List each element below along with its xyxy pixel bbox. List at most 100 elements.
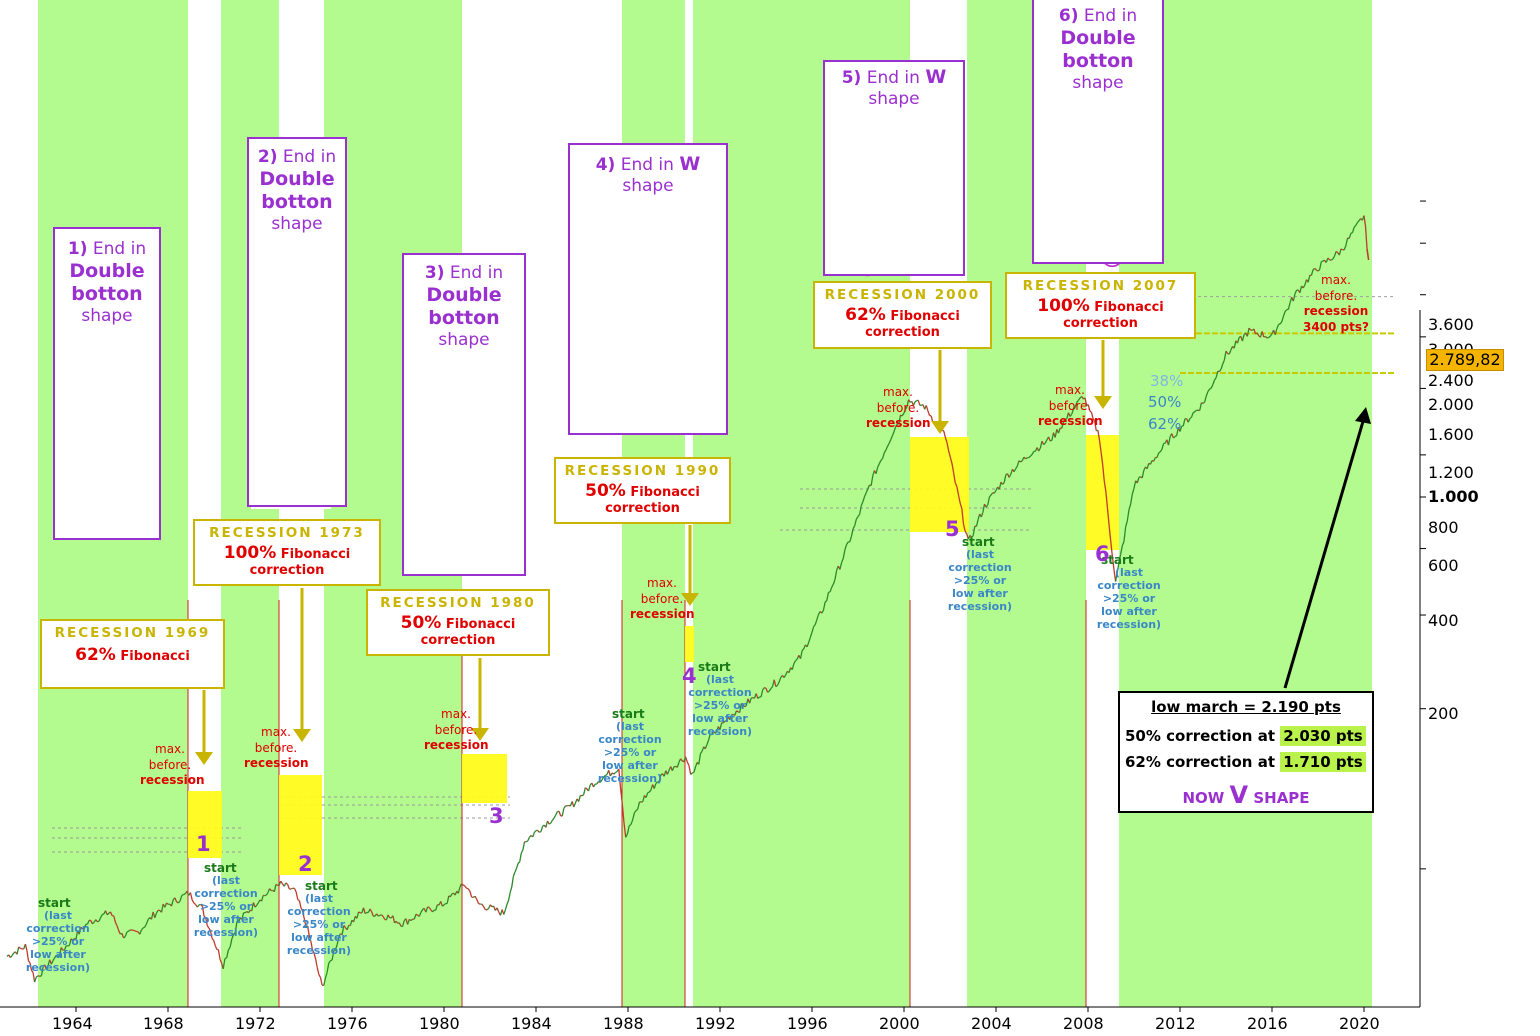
- price-segment: [1102, 464, 1105, 482]
- price-segment: [503, 909, 507, 915]
- recession-box-2000: RECESSION 2000 62% Fibonacci correction: [813, 281, 992, 349]
- note-line: recession): [25, 961, 91, 975]
- price-segment: [1008, 473, 1012, 478]
- price-segment: [1031, 451, 1035, 455]
- price-segment: [1321, 260, 1324, 263]
- price-segment: [775, 684, 778, 688]
- recession-line: recession: [1038, 414, 1103, 429]
- price-segment: [693, 766, 697, 773]
- price-segment: [509, 886, 513, 893]
- price-segment: [326, 962, 330, 973]
- low-march-box: low march = 2.190 pts 50% correction at …: [1118, 691, 1374, 813]
- price-segment: [319, 977, 323, 986]
- price-segment: [1020, 460, 1023, 463]
- y-tick: 1.000: [1428, 487, 1479, 506]
- price-segment: [63, 945, 67, 951]
- recession-highlight: [1086, 435, 1119, 550]
- shape-line2: W: [925, 66, 947, 88]
- shape-line4: shape: [81, 306, 133, 327]
- price-segment: [862, 496, 866, 502]
- price-segment: [1202, 401, 1206, 404]
- price-segment: [113, 915, 117, 923]
- price-segment: [398, 922, 402, 927]
- fib-text: Fibonacci: [445, 617, 516, 632]
- price-segment: [443, 903, 446, 906]
- price-segment: [32, 972, 36, 983]
- price-segment: [395, 920, 399, 924]
- price-segment: [297, 899, 300, 902]
- price-segment: [1077, 397, 1081, 401]
- price-segment: [209, 930, 213, 939]
- price-segment: [525, 840, 529, 843]
- corr62-text: 62% correction at: [1125, 753, 1275, 771]
- price-segment: [200, 904, 203, 907]
- price-segment: [1051, 432, 1055, 441]
- shape-line1: End in: [449, 263, 504, 283]
- fib-pct: 62%: [75, 645, 116, 665]
- price-segment: [1302, 284, 1306, 289]
- price-segment: [1105, 491, 1109, 510]
- note-line: correction: [948, 561, 1012, 575]
- price-segment: [1222, 359, 1225, 365]
- price-segment: [980, 512, 984, 518]
- price-segment: [828, 591, 831, 594]
- price-segment: [1128, 503, 1132, 510]
- price-segment: [573, 802, 577, 808]
- price-segment: [977, 513, 981, 520]
- price-segment: [863, 492, 867, 497]
- price-segment: [95, 919, 98, 923]
- price-segment: [191, 899, 195, 904]
- price-segment: [486, 908, 490, 911]
- price-segment: [229, 938, 233, 948]
- price-segment: [451, 892, 454, 895]
- price-segment: [482, 906, 486, 910]
- price-segment: [943, 430, 947, 438]
- price-segment: [206, 925, 210, 929]
- now-v: V: [1229, 781, 1249, 809]
- recession-line: recession: [424, 738, 489, 753]
- price-segment: [1316, 269, 1319, 272]
- price-segment: [40, 966, 44, 976]
- price-segment: [946, 442, 950, 452]
- shape-box-2: 2) End in Double botton shape: [247, 137, 347, 507]
- price-segment: [1343, 245, 1347, 251]
- before-line: before.: [1048, 398, 1092, 413]
- price-segment: [630, 819, 634, 825]
- target-line: 3400 pts?: [1302, 319, 1369, 334]
- fib-text2: correction: [605, 501, 680, 516]
- price-segment: [478, 902, 481, 905]
- recession-number-2: 2: [298, 852, 313, 876]
- price-segment: [1225, 350, 1229, 354]
- price-segment: [707, 734, 711, 741]
- start-word: start: [698, 660, 731, 674]
- black-arrowhead: [1355, 407, 1371, 424]
- note-line: correction: [287, 905, 351, 919]
- price-segment: [914, 400, 918, 403]
- price-segment: [9, 955, 13, 959]
- price-segment: [527, 836, 531, 842]
- price-segment: [799, 650, 803, 659]
- price-segment: [867, 484, 871, 489]
- price-segment: [298, 900, 302, 909]
- note-line: (last: [304, 892, 334, 906]
- price-segment: [903, 409, 906, 414]
- price-segment: [1264, 335, 1268, 339]
- price-segment: [211, 937, 215, 941]
- start-label-1987: start (last correction >25% or low after…: [594, 707, 666, 786]
- price-segment: [584, 787, 588, 790]
- price-segment: [154, 912, 158, 918]
- price-segment: [839, 562, 843, 570]
- price-segment: [265, 892, 269, 896]
- fib-pct: 100%: [223, 543, 277, 563]
- price-segment: [961, 508, 965, 525]
- price-segment: [1064, 418, 1067, 421]
- shape-box-6: 6) End in Double botton shape: [1032, 0, 1164, 264]
- price-segment: [179, 895, 183, 902]
- price-segment: [1116, 562, 1120, 573]
- price-segment: [854, 518, 857, 526]
- price-segment: [540, 826, 544, 832]
- price-segment: [653, 783, 657, 789]
- shape-line4: shape: [438, 330, 490, 351]
- price-segment: [765, 687, 769, 693]
- price-segment: [882, 452, 885, 459]
